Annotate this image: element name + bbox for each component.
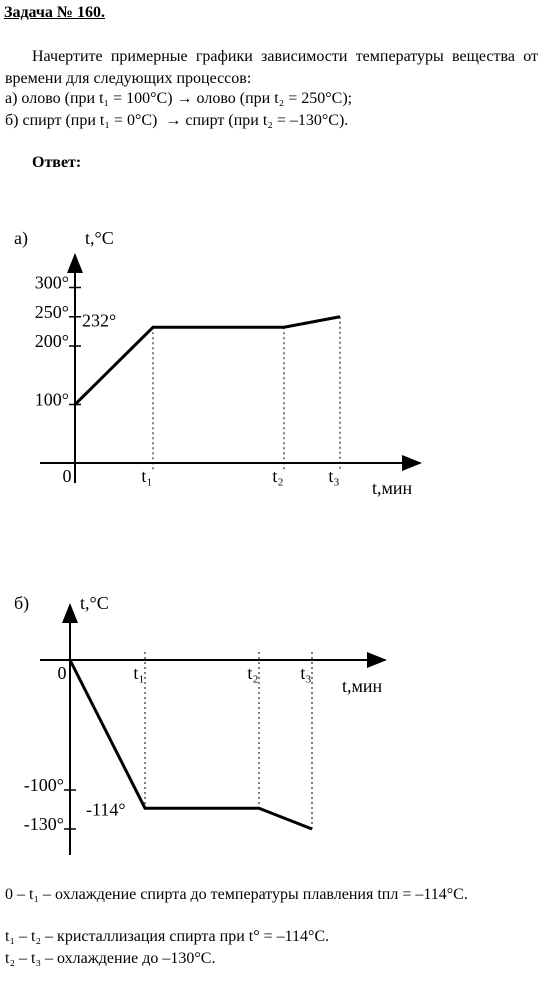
y-tick-label: 300° xyxy=(35,273,69,293)
y-tick-label: 200° xyxy=(35,331,69,351)
y-tick-label: 100° xyxy=(35,390,69,410)
task-text: а) олово (при t₁ = 100°C) → олово (при t… xyxy=(5,90,353,107)
temperature-line xyxy=(68,659,313,831)
explanation-text: 0 – t₁ – охлаждение спирта до температур… xyxy=(5,886,468,903)
y-axis-label: t,°C xyxy=(85,228,114,248)
temperature-line xyxy=(73,315,341,406)
title: Задача № 160. xyxy=(4,4,105,21)
y-axis-label: t,°C xyxy=(80,593,109,613)
x-tick-label: t₂ xyxy=(272,466,283,486)
y-tick-label: -130° xyxy=(24,814,64,834)
task-text: Начертите примерные графики зависимости … xyxy=(5,48,538,87)
x-tick-label: t₁ xyxy=(141,466,152,486)
answer-label: Ответ: xyxy=(32,154,82,171)
x-axis-label: t,мин xyxy=(342,676,383,696)
task-text: б) спирт (при t₁ = 0°C) → спирт (при t₂ … xyxy=(5,112,349,129)
explanation-text: t₂ – t₃ – охлаждение до –130°C. xyxy=(5,950,216,967)
graph-label: б) xyxy=(14,593,29,614)
x-tick-label: 0 xyxy=(63,466,72,486)
explanation-text: t₁ – t₂ – кристаллизация спирта при t° =… xyxy=(5,928,330,945)
y-tick-label: -100° xyxy=(24,775,64,795)
x-tick-label: t₁ xyxy=(133,663,144,683)
x-axis-label: t,мин xyxy=(372,478,413,498)
x-tick-label: t₃ xyxy=(300,663,311,683)
y-tick-label: 250° xyxy=(35,302,69,322)
annotation: 232° xyxy=(82,310,116,330)
x-tick-label: t₃ xyxy=(328,466,339,486)
graph-label: а) xyxy=(14,228,28,249)
x-tick-label: 0 xyxy=(58,663,67,683)
annotation: -114° xyxy=(86,799,126,819)
x-tick-label: t₂ xyxy=(247,663,258,683)
